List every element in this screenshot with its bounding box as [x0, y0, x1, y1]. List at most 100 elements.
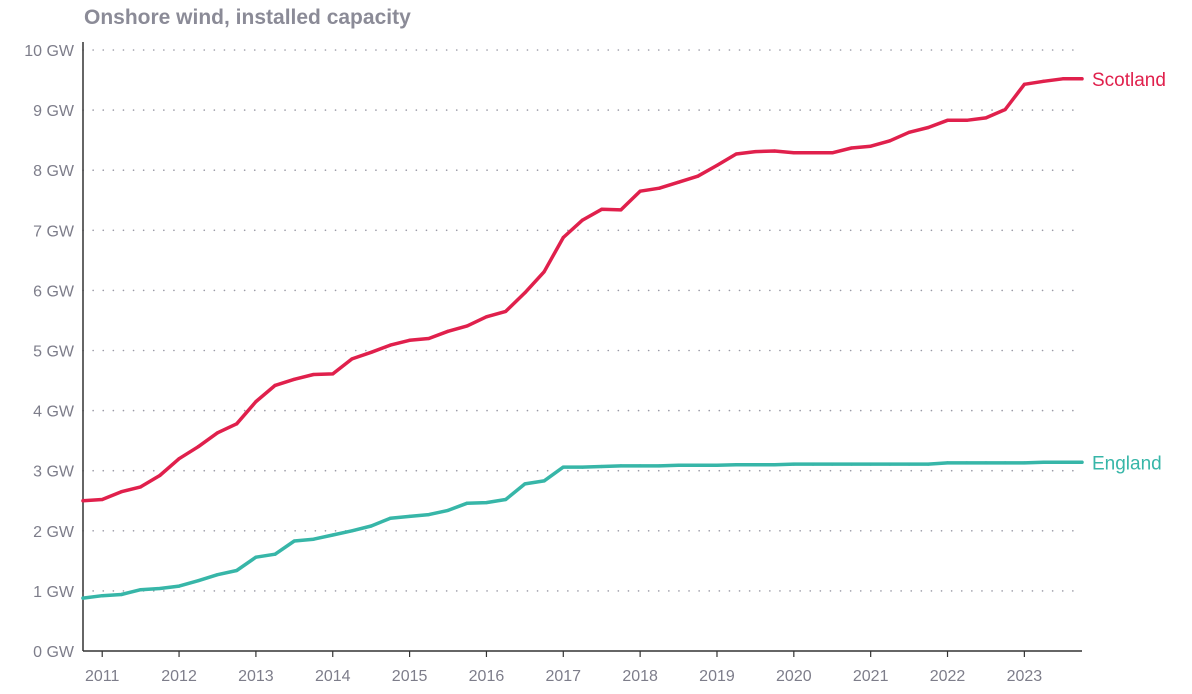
data-point-england	[1041, 460, 1046, 464]
data-point-scotland	[196, 445, 200, 449]
data-point-england	[504, 497, 508, 502]
data-point-scotland	[792, 151, 796, 155]
data-point-england	[792, 462, 796, 466]
y-tick-label: 7 GW	[33, 223, 75, 240]
data-point-england	[849, 462, 854, 466]
gridlines	[82, 42, 1083, 652]
data-point-england	[657, 464, 661, 468]
data-point-england	[676, 463, 681, 467]
series-line-scotland	[81, 77, 1084, 503]
y-axis-ticks: 0 GW 1 GW 2 GW 3 GW 4 GW 5 GW 6 GW 7 GW 8 GW 9 GW…	[24, 43, 75, 661]
data-point-scotland	[869, 144, 873, 148]
data-point-scotland	[1080, 77, 1084, 81]
data-point-england	[888, 462, 892, 466]
data-point-scotland	[81, 499, 85, 503]
data-point-england	[1080, 460, 1084, 464]
data-point-england	[465, 501, 469, 505]
series-labels: Scotland England	[1092, 70, 1166, 474]
data-point-scotland	[292, 377, 296, 381]
y-tick-label: 1 GW	[33, 584, 75, 601]
data-point-scotland	[407, 338, 412, 342]
y-tick-label: 4 GW	[33, 404, 75, 421]
x-tick-label: 2015	[392, 668, 428, 685]
data-point-england	[926, 462, 930, 466]
data-point-england	[254, 555, 258, 559]
data-point-england	[427, 512, 431, 517]
data-point-england	[311, 537, 316, 541]
data-point-scotland	[465, 324, 469, 328]
data-point-scotland	[484, 315, 489, 319]
data-point-scotland	[331, 372, 335, 376]
data-point-england	[542, 479, 546, 483]
data-point-scotland	[773, 149, 777, 153]
data-point-scotland	[369, 350, 373, 354]
data-point-scotland	[119, 490, 124, 494]
data-point-scotland	[657, 186, 661, 190]
data-point-scotland	[965, 118, 969, 122]
y-tick-label: 10 GW	[24, 43, 75, 60]
data-point-scotland	[907, 130, 911, 134]
data-point-england	[350, 529, 354, 533]
data-point-england	[945, 461, 950, 465]
data-point-england	[81, 596, 85, 600]
data-point-england	[600, 464, 604, 469]
data-point-england	[696, 463, 700, 467]
data-point-scotland	[638, 189, 642, 193]
data-point-england	[1061, 460, 1065, 464]
data-point-scotland	[139, 485, 143, 489]
data-point-scotland	[696, 174, 700, 178]
data-point-england	[1022, 461, 1026, 465]
data-point-scotland	[215, 431, 220, 435]
data-point-england	[484, 500, 489, 505]
data-point-scotland	[676, 180, 681, 184]
y-tick-label: 9 GW	[33, 103, 75, 120]
data-point-england	[139, 588, 143, 592]
data-point-england	[965, 461, 969, 465]
data-point-scotland	[984, 116, 988, 120]
series-label-scotland: Scotland	[1092, 70, 1166, 91]
data-point-england	[292, 539, 296, 543]
data-point-england	[177, 584, 181, 588]
data-point-scotland	[561, 235, 565, 240]
x-tick-label: 2014	[315, 668, 351, 685]
x-tick-label: 2016	[469, 668, 505, 685]
data-point-scotland	[1003, 107, 1007, 112]
data-point-england	[580, 465, 585, 469]
data-point-scotland	[811, 151, 815, 155]
data-point-england	[638, 464, 642, 468]
data-point-england	[907, 462, 911, 466]
data-point-scotland	[734, 152, 738, 156]
x-tick-label: 2012	[161, 668, 197, 685]
data-point-england	[869, 462, 873, 466]
y-tick-label: 8 GW	[33, 163, 75, 180]
data-point-scotland	[619, 208, 623, 212]
data-point-scotland	[849, 146, 854, 150]
data-point-england	[523, 482, 527, 486]
data-point-england	[273, 552, 277, 556]
data-point-scotland	[177, 457, 181, 461]
data-point-england	[158, 586, 162, 591]
x-tick-label: 2018	[622, 668, 658, 685]
data-point-england	[369, 524, 373, 528]
data-point-england	[1003, 461, 1007, 465]
data-point-scotland	[753, 149, 758, 154]
series-label-england: England	[1092, 453, 1162, 474]
data-point-scotland	[311, 372, 316, 377]
y-tick-label: 3 GW	[33, 464, 75, 481]
data-point-england	[561, 465, 565, 469]
series-line-england	[81, 460, 1084, 600]
data-point-england	[811, 462, 815, 466]
x-tick-label: 2019	[699, 668, 735, 685]
data-point-scotland	[580, 218, 585, 222]
data-point-england	[331, 533, 335, 537]
x-tick-label: 2020	[776, 668, 812, 685]
data-point-scotland	[830, 151, 834, 155]
data-point-scotland	[446, 329, 450, 333]
data-point-england	[715, 463, 719, 467]
data-point-scotland	[273, 383, 277, 387]
data-point-scotland	[1061, 77, 1065, 81]
data-point-scotland	[350, 357, 354, 361]
data-point-scotland	[926, 125, 930, 130]
